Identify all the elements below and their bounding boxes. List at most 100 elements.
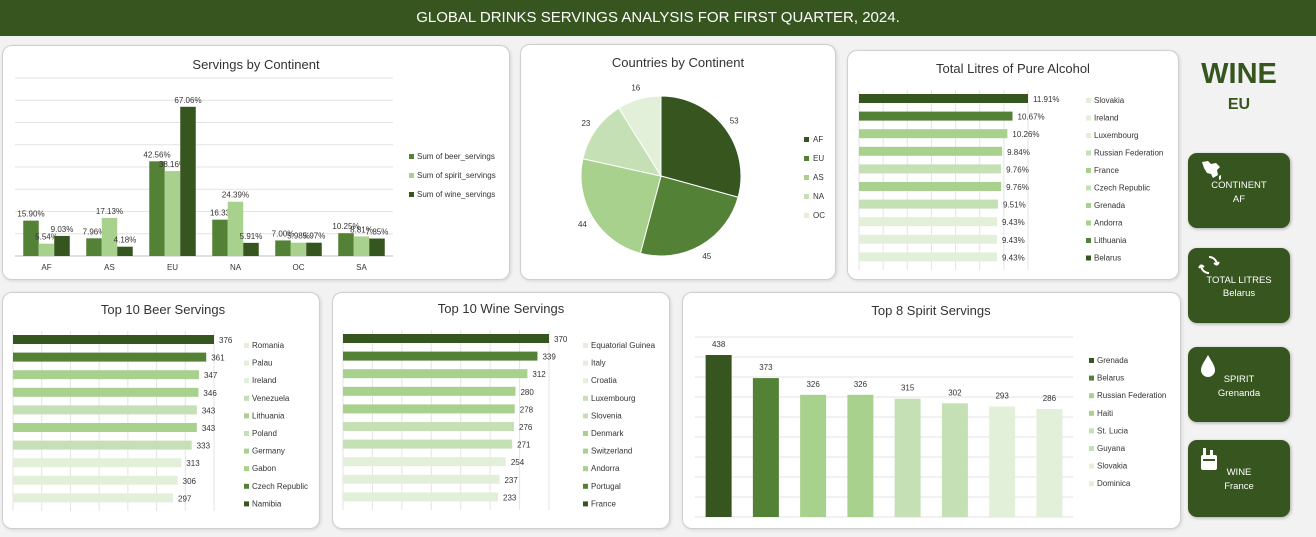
legend-label: Portugal (591, 482, 621, 491)
legend-swatch (1089, 393, 1094, 399)
legend-label: Andorra (591, 464, 620, 473)
bar-belarus (859, 94, 1028, 103)
legend-label: Slovakia (1094, 96, 1125, 105)
legend-label: Russian Federation (1094, 149, 1163, 158)
legend-swatch (804, 194, 809, 199)
legend-swatch (583, 448, 588, 454)
top-wine-chart: Top 10 Wine Servings 370 339 312 280 278 276 27… (342, 301, 656, 510)
data-label: 8.81% (350, 225, 373, 234)
x-tick-label: EU (167, 263, 178, 272)
data-label: 9.84% (1007, 148, 1030, 157)
pie-slice-eu (639, 175, 739, 257)
legend-swatch (583, 378, 588, 384)
bar-oc-2 (306, 242, 322, 256)
legend-label: Guyana (1097, 444, 1126, 453)
legend-swatch (1089, 463, 1094, 469)
legend-swatch (804, 175, 809, 180)
bar-af-2 (54, 235, 70, 256)
legend-swatch (1086, 98, 1091, 103)
kpi-card-wine-value: France (1224, 481, 1254, 492)
legend-label: OC (813, 211, 825, 220)
kpi-card-total-litres[interactable]: TOTAL LITRES Belarus (1188, 248, 1290, 323)
legend-swatch (409, 154, 414, 159)
legend-label: Luxembourg (591, 394, 635, 403)
data-label: 333 (197, 442, 211, 451)
kpi-headline: WINE (1201, 58, 1277, 90)
legend-label: Italy (591, 359, 606, 368)
legend-label: Switzerland (591, 447, 632, 456)
bar-equatorial-guinea (343, 492, 498, 502)
legend-swatch (1086, 220, 1091, 226)
data-label: 438 (712, 340, 726, 349)
bar-portugal (343, 351, 538, 361)
pie-value-label: 44 (578, 220, 587, 229)
kpi-card-wine[interactable]: WINE France (1188, 440, 1290, 517)
data-label: 271 (517, 441, 531, 450)
legend-swatch (1086, 203, 1091, 208)
bar-grenada (705, 355, 732, 517)
droplet-icon (1198, 353, 1218, 382)
data-label: 9.43% (1002, 218, 1025, 227)
data-label: 343 (202, 406, 216, 415)
legend-label: Poland (252, 429, 277, 438)
bar-slovenia (343, 422, 515, 431)
legend-label: Grenada (1097, 356, 1129, 365)
bar-france (343, 334, 549, 343)
bar-eu-0 (149, 161, 165, 256)
countries-by-continent-card: Countries by Continent 53 AF 45 EU 44 AS 23 NA 16… (520, 44, 836, 280)
legend-swatch (409, 192, 414, 197)
bar-sa-1 (353, 236, 370, 256)
kpi-card-total-litres-label: TOTAL LITRES (1206, 275, 1272, 286)
kpi-subline: EU (1227, 96, 1251, 113)
legend-label: Russian Federation (1097, 391, 1166, 400)
legend-swatch (244, 483, 249, 489)
bar-guyana (941, 403, 968, 517)
data-label: 254 (511, 458, 525, 467)
chart-title: Countries by Continent (612, 55, 745, 70)
data-label: 9.43% (1002, 253, 1025, 262)
legend-swatch (1089, 375, 1094, 381)
legend-swatch (583, 483, 588, 489)
data-label: 7.85% (366, 228, 389, 237)
data-label: 343 (202, 424, 216, 433)
legend-swatch (244, 343, 249, 348)
legend-label: Germany (252, 447, 285, 456)
bar-andorra (859, 129, 1008, 139)
bar-denmark (343, 404, 515, 414)
data-label: 347 (204, 371, 218, 380)
data-label: 370 (554, 335, 568, 344)
legend-label: Slovenia (591, 411, 622, 420)
legend-label: Lithuania (1094, 236, 1127, 245)
kpi-card-continent[interactable]: CONTINENT AF (1188, 153, 1290, 228)
bar-haiti (847, 394, 874, 517)
bar-namibia (13, 335, 214, 344)
legend-label: Belarus (1094, 254, 1121, 263)
bar-na-1 (227, 201, 244, 256)
data-label: 38.16% (159, 160, 186, 169)
kpi-card-spirit[interactable]: SPIRIT Grenanda (1188, 347, 1290, 422)
bar-grenada (859, 146, 1003, 156)
data-label: 10.25% (332, 222, 359, 231)
legend-label: Slovakia (1097, 462, 1128, 471)
data-label: 9.76% (1006, 165, 1029, 174)
pie-value-label: 23 (581, 119, 590, 128)
legend-label: St. Lucia (1097, 426, 1129, 435)
legend-label: Gabon (252, 464, 276, 473)
legend-swatch (1089, 410, 1094, 416)
chart-title: Servings by Continent (192, 57, 320, 72)
top-spirit-chart: Top 8 Spirit Servings 438 Grenada 373 Belaru… (695, 303, 1166, 518)
bar-slovakia (859, 252, 997, 262)
data-label: 5.97% (303, 232, 326, 241)
chart-title: Top 8 Spirit Servings (871, 303, 991, 318)
bar-russian-federation (800, 394, 827, 517)
legend-label: Lithuania (252, 411, 285, 420)
kpi-card-total-litres-value: Belarus (1222, 288, 1256, 299)
data-label: 7.96% (83, 227, 106, 236)
legend-swatch (1086, 133, 1091, 138)
bar-na-0 (212, 219, 228, 256)
legend-swatch (1089, 481, 1094, 487)
legend-swatch (1086, 150, 1091, 156)
data-label: 16.33 (210, 209, 231, 218)
bar-lithuania (13, 423, 197, 432)
x-tick-label: NA (230, 263, 242, 272)
